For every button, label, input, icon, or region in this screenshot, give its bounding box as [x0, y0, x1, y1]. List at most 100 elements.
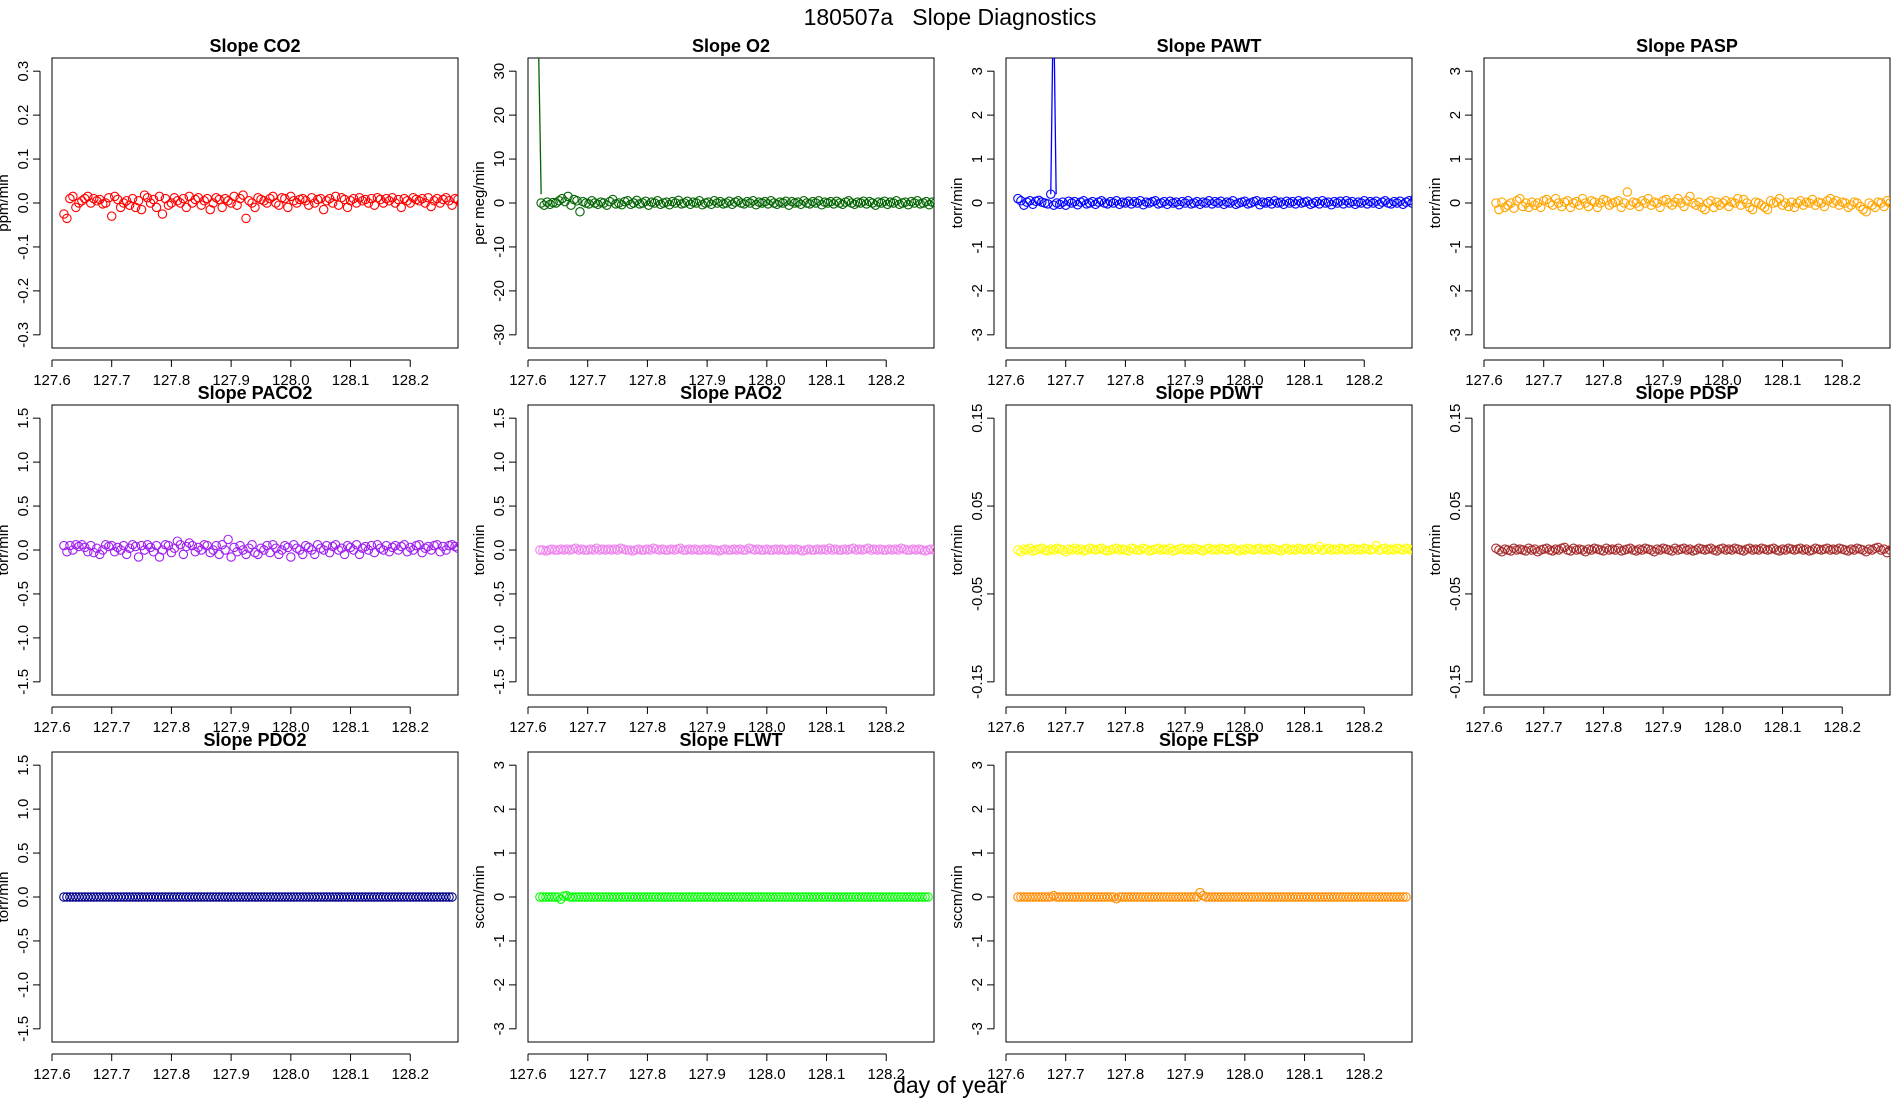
data-point: [1308, 892, 1319, 902]
data-point: [372, 539, 383, 550]
data-point: [333, 892, 344, 902]
data-point: [599, 198, 609, 208]
data-point: [723, 892, 733, 902]
data-point: [538, 892, 548, 902]
data-layer: [59, 534, 458, 562]
data-point: [615, 892, 626, 902]
data-point: [732, 892, 742, 902]
data-point: [779, 545, 790, 555]
data-point: [788, 892, 799, 902]
data-point: [59, 540, 69, 551]
data-point: [1822, 543, 1833, 553]
data-point: [1347, 892, 1358, 902]
y-tick-label: 0.05: [1447, 491, 1464, 520]
x-tick-label: 127.9: [1166, 372, 1204, 389]
data-point: [839, 892, 850, 902]
plot-frame: [1005, 404, 1413, 696]
data-point: [118, 198, 129, 208]
x-tick-label: 127.9: [1166, 1066, 1204, 1083]
y-axis-label: torr/min: [0, 872, 12, 923]
data-point: [800, 892, 811, 902]
data-point: [747, 892, 757, 902]
data-point: [675, 892, 685, 902]
data-point: [591, 892, 602, 902]
data-point: [621, 545, 632, 555]
data-point: [232, 547, 242, 557]
panel-title: Slope FLSP: [1159, 730, 1259, 750]
data-point: [292, 892, 302, 902]
data-point: [1335, 892, 1346, 902]
y-tick-label: -0.5: [491, 581, 508, 607]
data-point: [893, 892, 903, 902]
data-point: [298, 193, 308, 204]
data-point: [1888, 201, 1890, 209]
data-point: [1383, 892, 1393, 902]
data-point: [1655, 545, 1665, 555]
x-tick-label: 128.2: [867, 719, 905, 736]
data-point: [1389, 892, 1399, 902]
data-point: [1269, 196, 1280, 206]
data-point: [1165, 892, 1175, 902]
y-tick-label: 3: [969, 761, 986, 769]
data-point: [796, 199, 806, 210]
data-point: [1356, 545, 1367, 555]
data-point: [241, 892, 251, 902]
data-point: [438, 541, 448, 552]
x-tick-label: 127.9: [212, 372, 250, 389]
data-point: [905, 892, 915, 902]
data-point: [1506, 198, 1516, 208]
data-point: [1762, 204, 1773, 215]
data-point: [1804, 198, 1815, 208]
data-point: [627, 892, 638, 902]
data-point: [547, 892, 557, 902]
data-point: [1043, 546, 1053, 556]
data-point: [124, 543, 135, 553]
x-tick-label: 128.0: [1226, 719, 1264, 736]
data-point: [426, 892, 436, 902]
data-point: [1371, 892, 1381, 902]
data-point: [1019, 892, 1029, 902]
data-point: [709, 196, 720, 206]
y-axis-label: ppm/min: [0, 174, 12, 232]
data-point: [1604, 200, 1615, 210]
data-point: [286, 552, 296, 562]
data-point: [1192, 196, 1202, 207]
data-point: [1078, 196, 1089, 206]
data-point: [327, 892, 338, 902]
data-point: [605, 196, 615, 207]
data-point: [1527, 197, 1537, 207]
data-point: [1275, 892, 1286, 902]
data-point: [1263, 545, 1274, 555]
data-point: [630, 892, 641, 902]
data-point: [893, 545, 903, 555]
x-tick-label: 127.8: [1107, 719, 1145, 736]
data-point: [211, 540, 221, 551]
data-point: [696, 892, 706, 902]
data-layer: [1013, 58, 1412, 210]
data-point: [1518, 201, 1528, 212]
data-point: [175, 539, 186, 550]
data-point: [1365, 892, 1375, 902]
data-point: [882, 199, 893, 210]
data-point: [648, 892, 659, 902]
data-point: [423, 892, 433, 902]
data-point: [1512, 196, 1522, 206]
data-point: [729, 892, 739, 902]
data-point: [444, 892, 454, 902]
data-point: [1401, 892, 1411, 902]
data-point: [253, 192, 263, 203]
data-point: [190, 194, 201, 205]
data-point: [1347, 543, 1358, 553]
data-point: [68, 892, 78, 902]
data-point: [654, 892, 665, 902]
data-point: [902, 545, 912, 555]
x-tick-label: 128.0: [1704, 372, 1742, 389]
data-point: [1359, 196, 1369, 206]
data-point: [345, 542, 356, 553]
data-point: [681, 892, 691, 902]
panel-title: Slope CO2: [209, 36, 300, 56]
data-point: [614, 198, 624, 208]
y-tick-label: -0.3: [15, 322, 32, 348]
data-point: [259, 892, 269, 902]
data-point: [685, 199, 696, 210]
